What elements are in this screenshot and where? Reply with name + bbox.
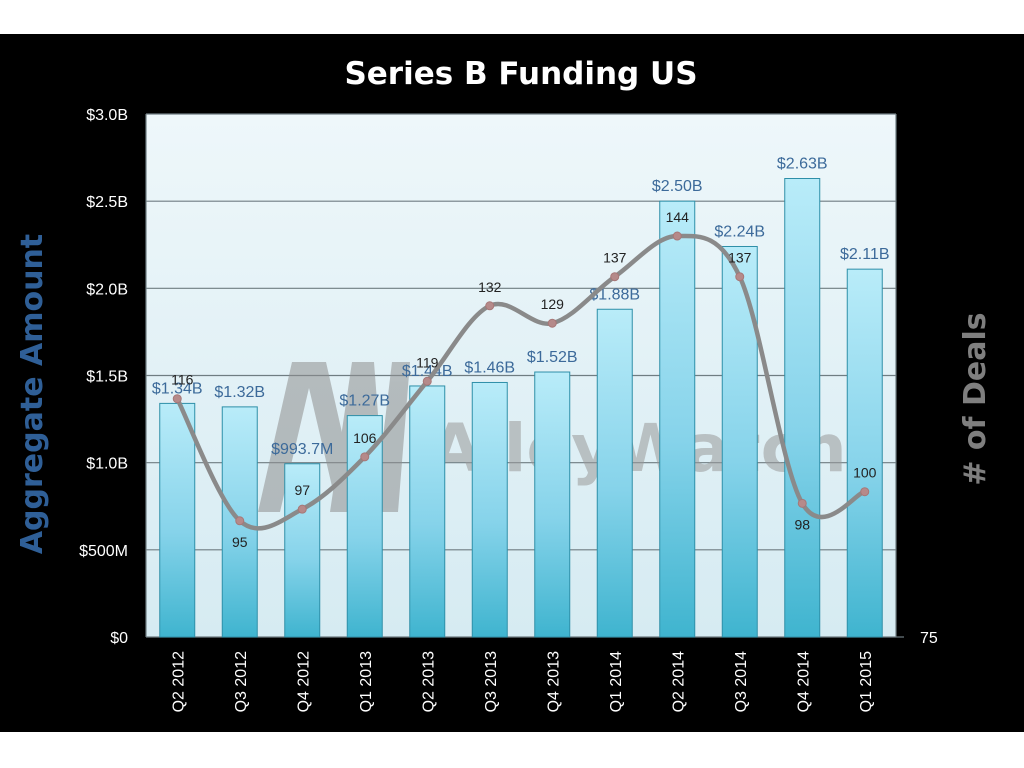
bar [846, 268, 883, 638]
y-tick-label: $1.5B [86, 369, 128, 386]
bar [471, 381, 508, 638]
y-tick-label: $3.0B [86, 107, 128, 124]
deal-count-label: 137 [603, 250, 627, 266]
bar [784, 178, 821, 638]
x-tick-label: Q1 2015 [858, 651, 875, 712]
amount-data-label: $1.52B [527, 349, 578, 366]
chart-title: Series B Funding US [344, 56, 697, 92]
deal-count-labels: 116 95 97 106 119 132 129 137 144 137 98 100 [171, 209, 877, 550]
y-tick-label: $2.0B [86, 281, 128, 298]
x-tick-label: Q2 2012 [170, 651, 187, 712]
deal-point [797, 498, 807, 508]
y-axis-ticks: $0 $500M $1.0B $1.5B $2.0B $2.5B $3.0B [79, 107, 128, 647]
deals-line-series [172, 231, 870, 531]
deal-point [235, 516, 245, 526]
deal-count-label: 132 [478, 279, 502, 295]
series-b-funding-chart: Series B Funding US AlleyWatch $1.34B $1.… [15, 56, 993, 712]
bar [596, 308, 633, 638]
x-tick-label: Q1 2014 [608, 651, 625, 712]
y2-tick-label: 75 [920, 630, 938, 647]
amount-labels: $1.34B $1.32B$993.7M$1.27B$1.44B $1.46B$1.… [152, 156, 890, 458]
y-axis-title: Aggregate Amount [15, 234, 50, 554]
amount-data-label: $2.24B [714, 223, 765, 240]
bar [721, 245, 758, 638]
x-tick-label: Q2 2013 [420, 651, 437, 712]
deal-count-label: 97 [294, 482, 310, 498]
deal-count-label: 95 [232, 534, 248, 550]
y2-axis-title: # of Deals [958, 312, 993, 485]
deal-point [672, 231, 682, 241]
y-tick-label: $2.5B [86, 194, 128, 211]
bar [346, 415, 383, 638]
deal-point [610, 272, 620, 282]
amount-data-label: $1.27B [339, 393, 390, 410]
x-tick-label: Q4 2014 [795, 651, 812, 712]
deal-point [735, 272, 745, 282]
deal-count-label: 144 [666, 209, 690, 225]
deal-point [485, 301, 495, 311]
deal-count-label: 129 [541, 296, 565, 312]
bar [659, 200, 696, 638]
deal-point [297, 504, 307, 514]
deals-line [175, 233, 867, 531]
amount-data-label: $1.32B [214, 384, 265, 401]
y-tick-label: $0 [110, 630, 128, 647]
deal-count-label: 98 [794, 516, 810, 532]
deal-point [422, 376, 432, 386]
bar [409, 385, 446, 638]
deal-point [860, 487, 870, 497]
deal-point [547, 318, 557, 328]
y-tick-label: $500M [79, 543, 128, 560]
bar [284, 463, 321, 638]
x-tick-label: Q4 2012 [295, 651, 312, 712]
bar [159, 402, 196, 638]
x-tick-label: Q3 2013 [483, 651, 500, 712]
amount-data-label: $1.34B [152, 380, 203, 397]
x-axis-ticks: Q2 2012 Q3 2012 Q4 2012 Q1 2013 Q2 2013 Q3 20… [170, 651, 875, 712]
deal-count-label: 100 [853, 465, 877, 481]
gridlines [145, 113, 897, 638]
deal-point [360, 452, 370, 462]
deal-count-label: 119 [416, 354, 439, 370]
x-tick-label: Q1 2013 [358, 651, 375, 712]
y-tick-label: $1.0B [86, 456, 128, 473]
x-tick-label: Q2 2014 [670, 651, 687, 712]
x-tick-label: Q3 2014 [733, 651, 750, 712]
amount-data-label: $2.11B [840, 246, 890, 263]
amount-data-label: $1.46B [464, 359, 515, 376]
amount-data-label: $1.88B [589, 286, 640, 303]
deal-count-label: 116 [171, 372, 194, 388]
deal-count-label: 137 [728, 250, 752, 266]
deal-count-label: 106 [353, 430, 377, 446]
x-tick-label: Q3 2012 [233, 651, 250, 712]
deal-point [172, 394, 182, 404]
amount-data-label: $2.63B [777, 156, 828, 173]
amount-data-label: $993.7M [271, 441, 333, 458]
y2-axis-ticks: 75 [896, 630, 938, 647]
bars-series [159, 178, 883, 638]
amount-data-label: $2.50B [652, 178, 703, 195]
bar [534, 371, 571, 638]
x-tick-label: Q4 2013 [545, 651, 562, 712]
